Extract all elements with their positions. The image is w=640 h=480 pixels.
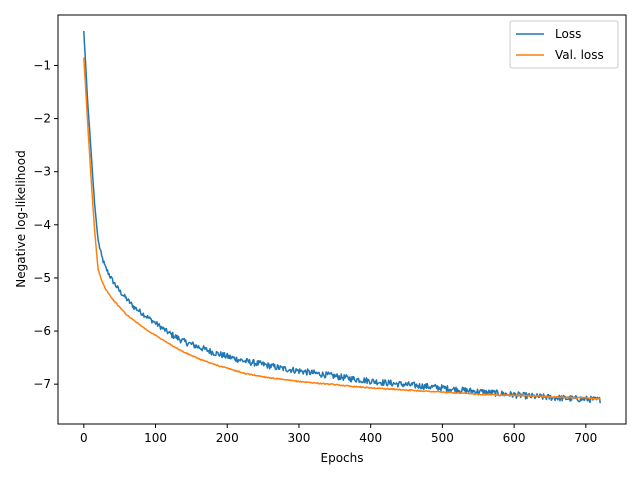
x-tick-label: 100 xyxy=(144,431,167,445)
legend: Loss Val. loss xyxy=(509,20,619,69)
x-tick-label: 200 xyxy=(216,431,239,445)
y-axis-ticks: −1 −2 −3 −4 −5 −6 −7 xyxy=(33,58,58,391)
x-tick-label: 500 xyxy=(431,431,454,445)
x-tick-label: 600 xyxy=(503,431,526,445)
series-line-loss xyxy=(83,30,601,404)
series-line-val-loss xyxy=(83,57,601,400)
legend-label: Val. loss xyxy=(555,48,604,62)
x-tick-label: 300 xyxy=(288,431,311,445)
x-tick-label: 700 xyxy=(574,431,597,445)
legend-box xyxy=(509,20,619,69)
x-tick-label: 0 xyxy=(80,431,88,445)
y-axis-label: Negative log-likelihood xyxy=(14,150,28,287)
y-tick-label: −7 xyxy=(33,377,51,391)
series-layer xyxy=(83,30,601,404)
legend-label: Loss xyxy=(555,27,581,41)
y-tick-label: −3 xyxy=(33,165,51,179)
y-tick-label: −1 xyxy=(33,58,51,72)
y-tick-label: −6 xyxy=(33,324,51,338)
x-axis-label: Epochs xyxy=(321,451,364,465)
y-tick-label: −2 xyxy=(33,112,51,126)
y-tick-label: −4 xyxy=(33,218,51,232)
plot-frame xyxy=(57,14,627,425)
x-tick-label: 400 xyxy=(359,431,382,445)
x-axis-ticks: 0 100 200 300 400 500 600 700 xyxy=(80,424,597,445)
y-tick-label: −5 xyxy=(33,271,51,285)
